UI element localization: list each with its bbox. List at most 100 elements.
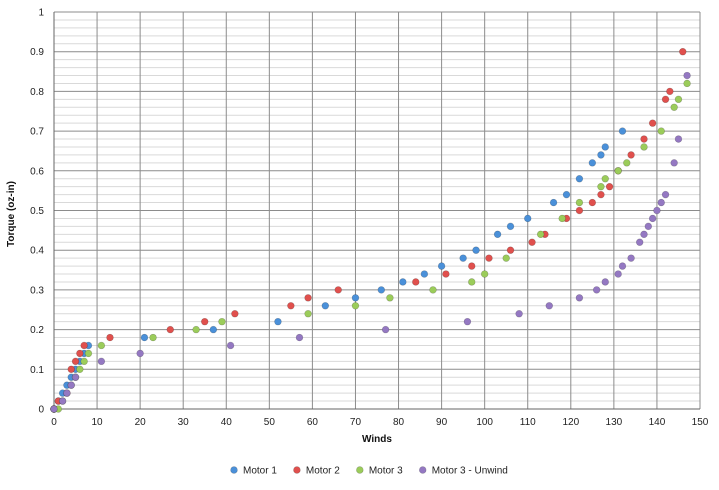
data-point [679,47,687,56]
data-point [597,182,605,191]
y-tick-label: 0.1 [30,365,44,376]
data-point [97,341,106,350]
data-point [437,262,446,270]
data-point [231,310,239,318]
data-point [399,278,407,286]
data-point [295,333,304,342]
x-tick-label: 100 [476,417,493,428]
data-point [274,317,282,326]
data-point [84,349,93,358]
data-point [493,230,502,239]
data-point [640,230,648,239]
data-point [459,254,467,262]
data-point [670,103,678,111]
data-point [640,135,648,143]
legend-marker [356,466,364,474]
x-tick-label: 150 [692,417,709,428]
data-point [515,310,523,318]
legend-marker [293,466,301,474]
data-point [468,278,476,286]
data-point [71,357,80,366]
y-tick-label: 0.3 [30,285,44,296]
y-tick-label: 0.6 [30,166,44,177]
data-point [562,190,571,199]
data-point [506,246,515,254]
data-point [657,198,665,207]
data-point [67,365,75,373]
x-tick-label: 60 [307,417,319,428]
data-point [661,95,670,104]
y-axis-title: Torque (oz-in) [6,181,17,247]
data-point [140,333,149,342]
x-tick-label: 80 [393,417,405,428]
data-point [597,151,605,159]
data-point [218,317,226,326]
data-point [549,198,558,207]
data-point [463,317,472,326]
x-tick-label: 0 [51,417,57,428]
data-point [597,190,605,199]
data-point [321,302,330,310]
data-point [601,143,609,151]
data-point [149,333,157,342]
data-point [674,135,683,143]
data-point [558,214,566,223]
legend-label: Motor 1 [243,466,277,477]
x-tick-label: 110 [520,417,536,428]
data-point [412,278,420,286]
series-4 [50,71,691,413]
data-point [351,294,360,302]
legend-label: Motor 3 - Unwind [432,466,508,477]
legend-label: Motor 2 [306,466,340,477]
data-point [601,175,609,183]
x-tick-label: 20 [135,417,147,428]
data-point [614,270,622,278]
data-point [106,333,114,342]
data-point [601,278,609,286]
data-point [618,262,627,270]
tick-labels: 00.10.20.30.40.50.60.70.80.910 10 20 30 40 50… [30,8,709,429]
data-point [76,349,84,358]
data-point [287,302,295,310]
x-tick-label: 50 [264,417,276,428]
data-point [592,286,601,294]
legend-entry-3: Motor 3 [356,466,403,477]
x-tick-label: 70 [350,417,362,428]
axes [50,12,700,413]
legend-entry-2: Motor 2 [293,466,340,477]
x-tick-label: 130 [606,417,623,428]
legend-entry-4: Motor 3 - Unwind [419,466,508,477]
data-point [575,175,584,183]
data-point [50,405,58,413]
data-point [209,325,218,334]
data-point [644,222,653,231]
x-axis-title: Winds [362,434,392,445]
y-tick-label: 0.4 [30,246,44,257]
data-point [201,317,209,326]
data-point [657,127,665,135]
data-point [420,270,429,278]
data-point [670,159,678,167]
y-tick-label: 0.7 [30,127,44,138]
data-point [683,71,691,80]
x-tick-label: 140 [649,417,666,428]
data-point [524,214,532,223]
data-point [640,143,648,151]
y-tick-label: 0.2 [30,325,44,336]
data-point [334,286,342,294]
data-point [58,397,67,405]
data-point [648,119,657,127]
data-point [442,270,450,278]
data-point [605,182,614,191]
series-1 [50,127,627,413]
data-point [63,389,71,397]
data-point [683,79,691,88]
data-point [575,294,584,302]
x-tick-label: 10 [92,417,104,428]
data-point [648,214,657,223]
legend-label: Motor 3 [369,466,403,477]
data-point [351,302,360,310]
y-tick-label: 0.8 [30,87,44,98]
x-tick-label: 90 [436,417,448,428]
